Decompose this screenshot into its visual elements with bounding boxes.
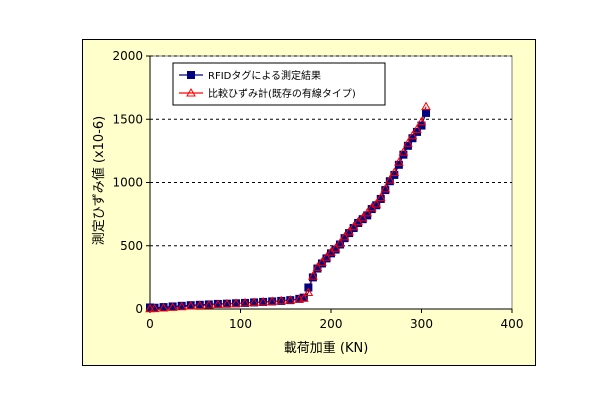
x-tick-label: 0: [146, 317, 154, 331]
data-point: [330, 243, 341, 252]
data-point: [312, 262, 323, 271]
y-tick-label: 1000: [112, 176, 143, 190]
data-point: [285, 295, 296, 304]
y-tick-label: 1500: [112, 112, 143, 126]
data-point: [375, 192, 386, 202]
data-point: [321, 252, 332, 261]
y-axis-title: 測定ひずみ値 (x10-6): [91, 116, 107, 245]
data-point: [222, 298, 232, 308]
data-point: [308, 271, 318, 280]
data-point: [149, 303, 160, 313]
x-tick-label: 400: [501, 317, 524, 331]
data-point: [203, 299, 214, 309]
data-point: [371, 198, 382, 208]
data-point: [317, 257, 327, 266]
x-axis-title: 載荷加重 (KN): [284, 340, 369, 356]
data-point: [176, 301, 187, 311]
legend-label: RFIDタグによる測定結果: [208, 69, 321, 82]
data-point: [421, 101, 431, 111]
data-point: [407, 130, 418, 140]
data-point: [249, 297, 259, 306]
data-point: [412, 124, 422, 133]
x-tick-label: 300: [410, 317, 433, 331]
data-point: [416, 116, 427, 126]
data-point: [422, 108, 431, 117]
data-point: [240, 297, 250, 307]
data-point: [384, 174, 395, 184]
data-point: [335, 238, 345, 247]
data-point: [231, 298, 241, 307]
data-point: [213, 299, 223, 308]
legend-label: 比較ひずみ計(既存の有線タイプ): [208, 87, 356, 100]
data-point: [339, 231, 350, 241]
data-point: [298, 293, 309, 302]
data-point: [304, 283, 313, 292]
data-point: [267, 296, 278, 305]
data-point: [187, 71, 195, 79]
data-point: [417, 121, 426, 130]
data-point: [186, 87, 196, 97]
x-tick-label: 100: [229, 317, 252, 331]
data-point: [194, 300, 205, 309]
data-point: [167, 302, 178, 311]
data-point: [362, 207, 373, 217]
data-point: [348, 221, 359, 231]
y-tick-label: 500: [120, 239, 143, 253]
data-point: [158, 302, 169, 312]
data-point: [303, 287, 314, 297]
data-point: [258, 296, 268, 306]
data-point: [344, 226, 354, 236]
y-tick-label: 0: [135, 302, 143, 316]
data-point: [276, 295, 287, 305]
x-tick-label: 200: [320, 317, 343, 331]
data-point: [185, 300, 196, 310]
data-point: [389, 167, 400, 176]
data-point: [398, 147, 409, 156]
data-point: [357, 212, 368, 222]
y-tick-label: 2000: [112, 49, 143, 63]
data-point: [380, 183, 391, 193]
data-point: [394, 157, 404, 166]
data-point: [403, 138, 413, 147]
legend-box: [172, 62, 386, 106]
